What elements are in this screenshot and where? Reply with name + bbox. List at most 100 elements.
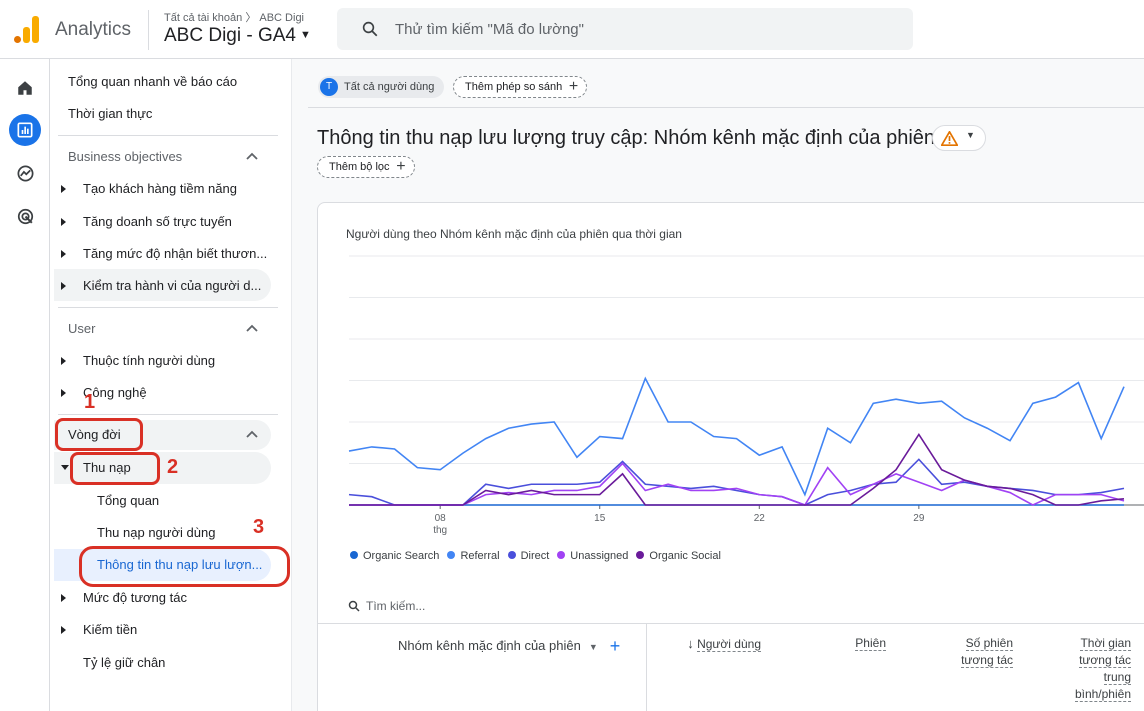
user-segment-label: Tất cả người dùng (344, 81, 435, 93)
caret-down-icon (61, 465, 69, 470)
report-nav: Tổng quan nhanh về báo cáo Thời gian thự… (50, 59, 292, 711)
add-filter-button[interactable]: Thêm bộ lọc + (317, 156, 415, 178)
chevron-up-icon[interactable] (246, 152, 258, 160)
property-selector[interactable]: ABC Digi - GA4 ▼ (164, 25, 311, 47)
nav-item-monetization[interactable]: Kiếm tiền (83, 622, 138, 637)
series-line-organic-social[interactable] (349, 432, 1125, 506)
caret-right-icon (61, 250, 66, 258)
table-search-placeholder: Tìm kiếm... (366, 599, 426, 613)
legend-swatch (557, 551, 566, 559)
chevron-up-icon[interactable] (246, 430, 258, 438)
caret-down-icon: ▼ (588, 642, 598, 652)
nav-item-tech[interactable]: Công nghệ (83, 385, 147, 400)
line-chart[interactable]: 1,218060402008thg152229 (318, 203, 1144, 543)
section-user[interactable]: User (68, 321, 96, 336)
nav-item-traffic-acquisition[interactable]: Thông tin thu nạp lưu lượn... (97, 557, 263, 572)
caret-right-icon (61, 218, 66, 226)
app-name: Analytics (55, 19, 132, 40)
advertising-icon[interactable] (9, 200, 41, 232)
series-line-referral[interactable] (348, 376, 1125, 497)
table-divider (318, 623, 1144, 624)
annotation-number-3: 3 (253, 516, 265, 538)
property-name: ABC Digi - GA4 (164, 25, 296, 46)
nav-realtime[interactable]: Thời gian thực (68, 106, 153, 121)
annotation-number-2: 2 (167, 456, 179, 478)
caret-right-icon (61, 594, 66, 602)
breadcrumb[interactable]: Tất cả tài khoản 〉 ABC Digi (164, 12, 305, 24)
nav-item-user-attributes[interactable]: Thuộc tính người dùng (83, 353, 216, 368)
hover-highlight (54, 269, 271, 301)
search-bar[interactable]: Thử tìm kiếm "Mã đo lường" (337, 8, 913, 50)
series-line-direct[interactable] (348, 458, 1125, 506)
column-header-engaged-sessions[interactable]: Số phiên tương tác (943, 635, 1013, 669)
column-label: Phiên (855, 636, 886, 651)
nav-divider (58, 135, 278, 136)
chevron-down-icon: ▼ (299, 29, 311, 41)
chevron-down-icon: ▼ (966, 130, 975, 140)
nav-item-retention[interactable]: Tỷ lệ giữ chân (83, 655, 166, 670)
section-highlight (54, 420, 271, 450)
dimension-selector[interactable]: Nhóm kênh mặc định của phiên ▼ + (398, 636, 620, 657)
nav-item-acq-overview[interactable]: Tổng quan (97, 493, 160, 508)
add-filter-label: Thêm bộ lọc (329, 161, 390, 173)
legend-swatch (350, 551, 358, 559)
column-label: Số phiên tương tác (961, 636, 1013, 668)
page-title: Thông tin thu nạp lưu lượng truy cập: Nh… (317, 127, 936, 149)
search-placeholder: Thử tìm kiếm "Mã đo lường" (395, 21, 584, 38)
column-label: Thời gian tương tác trung bình/phiên (1074, 636, 1131, 702)
nav-item-awareness[interactable]: Tăng mức độ nhận biết thươn... (83, 246, 268, 261)
reports-icon[interactable] (9, 114, 41, 146)
caret-right-icon (61, 626, 66, 634)
legend-label: Organic Search (363, 550, 440, 562)
add-dimension-icon[interactable]: + (609, 636, 621, 656)
table-search[interactable]: Tìm kiếm... (348, 599, 425, 613)
nav-item-behavior[interactable]: Kiểm tra hành vi của người d... (83, 278, 262, 293)
main-content: T Tất cả người dùng Thêm phép so sánh + T… (292, 59, 1144, 711)
legend-swatch (447, 551, 456, 559)
section-lifecycle[interactable]: Vòng đời (68, 427, 121, 442)
legend-swatch (507, 551, 516, 559)
search-icon (348, 600, 360, 612)
nav-item-leads[interactable]: Tạo khách hàng tiềm năng (83, 181, 237, 196)
search-icon (362, 21, 378, 37)
series-line-unassigned[interactable] (349, 462, 1125, 506)
x-tick-label: 08 (435, 513, 447, 524)
nav-overview[interactable]: Tổng quan nhanh về báo cáo (68, 74, 238, 89)
nav-item-user-acquisition[interactable]: Thu nạp người dùng (97, 525, 216, 540)
legend-item[interactable]: Referral (447, 550, 500, 562)
column-header-avg-engagement-time[interactable]: Thời gian tương tác trung bình/phiên (1063, 635, 1131, 703)
warning-menu-button[interactable]: ▼ (932, 125, 986, 151)
analytics-logo[interactable] (14, 15, 40, 43)
report-card: Người dùng theo Nhóm kênh mặc định của p… (317, 202, 1144, 711)
legend-label: Unassigned (570, 550, 629, 562)
legend-item[interactable]: Organic Social (636, 550, 721, 562)
chevron-up-icon[interactable] (246, 324, 258, 332)
sort-arrow-icon: ↓ (687, 636, 694, 651)
home-icon[interactable] (9, 72, 41, 104)
column-header-users[interactable]: ↓ Người dùng (676, 635, 761, 653)
nav-item-acquisition[interactable]: Thu nạp (83, 460, 131, 475)
x-tick-label: 29 (913, 513, 925, 524)
column-label: Người dùng (697, 637, 761, 652)
top-bar: Analytics Tất cả tài khoản 〉 ABC Digi AB… (0, 0, 1144, 59)
add-comparison-button[interactable]: Thêm phép so sánh + (453, 76, 588, 98)
caret-right-icon (61, 357, 66, 365)
explore-icon[interactable] (9, 157, 41, 189)
header-divider (308, 107, 1144, 108)
legend-item[interactable]: Organic Search (350, 550, 439, 562)
x-tick-label: thg (433, 525, 447, 536)
section-business-objectives[interactable]: Business objectives (68, 149, 183, 164)
legend-item[interactable]: Unassigned (557, 550, 628, 562)
left-rail (0, 59, 50, 711)
nav-item-sales[interactable]: Tăng doanh số trực tuyến (83, 214, 232, 229)
user-segment-chip[interactable]: T Tất cả người dùng (318, 76, 445, 98)
legend-label: Direct (520, 550, 550, 562)
warning-icon (941, 131, 958, 146)
column-header-sessions[interactable]: Phiên (836, 635, 886, 652)
nav-item-engagement[interactable]: Mức độ tương tác (83, 590, 187, 605)
legend-item[interactable]: Direct (507, 550, 550, 562)
x-tick-label: 15 (594, 513, 606, 524)
chart-title: Người dùng theo Nhóm kênh mặc định của p… (346, 227, 682, 241)
dimension-label: Nhóm kênh mặc định của phiên (398, 638, 581, 653)
annotation-box-3 (79, 546, 290, 587)
